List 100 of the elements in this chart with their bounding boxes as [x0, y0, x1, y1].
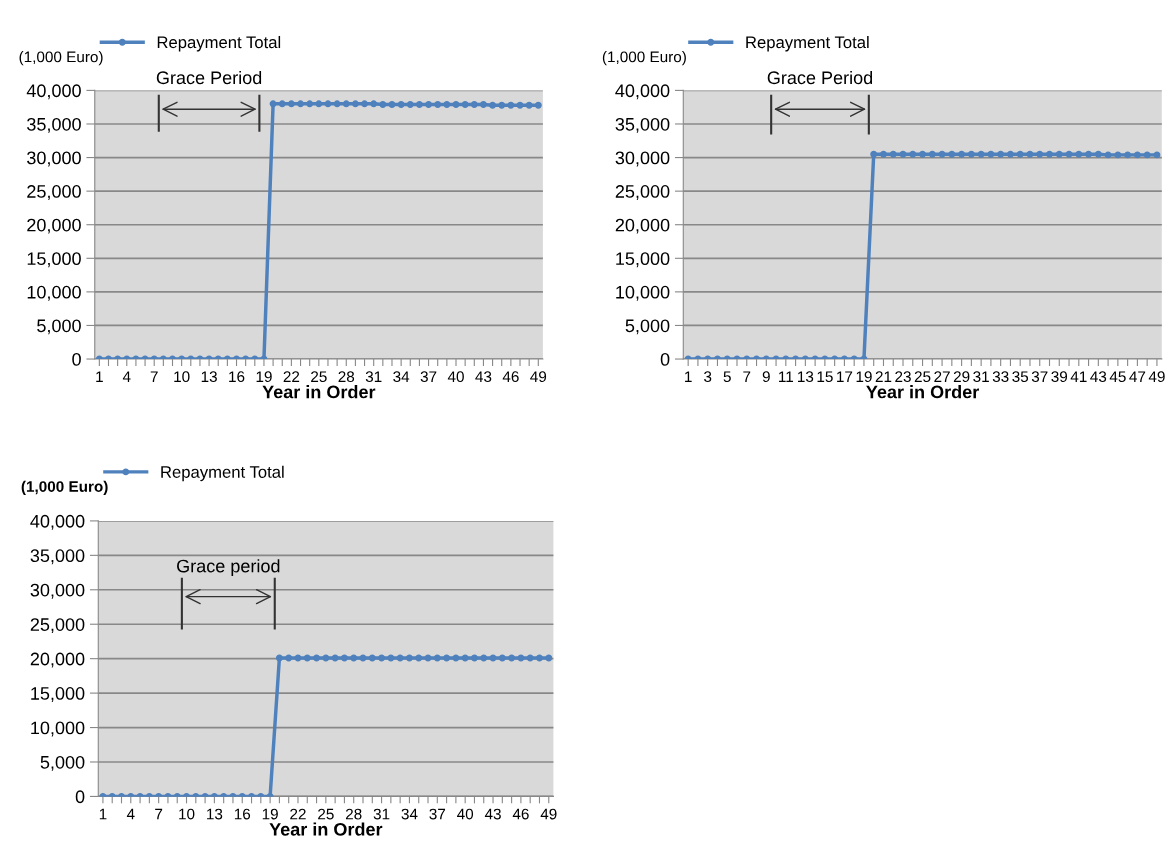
point	[958, 150, 966, 158]
y-tick-label: 35,000	[615, 117, 670, 133]
point	[909, 150, 917, 158]
x-tick-label: 7	[155, 808, 163, 820]
x-tick-label: 31	[373, 808, 390, 820]
y-tick-label: 0	[660, 352, 670, 366]
point	[379, 101, 387, 108]
point	[1133, 151, 1141, 159]
x-tick-label: 43	[484, 808, 501, 820]
point	[1114, 151, 1122, 159]
x-tick-label: 10	[174, 371, 190, 383]
x-tick-label: 1	[685, 371, 692, 382]
y-tick-label: 30,000	[27, 151, 81, 167]
point	[443, 101, 451, 108]
x-tick-label: 25	[318, 808, 334, 820]
x-tick-label: 28	[338, 371, 355, 383]
x-tick-label: 19	[262, 808, 278, 820]
x-tick-label: 23	[895, 371, 911, 383]
point	[1036, 150, 1044, 158]
point	[938, 150, 946, 158]
x-tick-label: 25	[914, 371, 931, 383]
point	[1153, 151, 1161, 159]
point	[333, 100, 341, 108]
x-tick-label: 15	[817, 371, 833, 383]
x-tick-label: 4	[122, 371, 131, 382]
point	[1026, 150, 1034, 158]
x-tick-label: 10	[179, 808, 195, 820]
point	[397, 101, 405, 108]
point	[928, 150, 936, 158]
point	[1094, 150, 1102, 158]
x-tick-label: 3	[704, 371, 712, 383]
point	[987, 150, 995, 158]
point	[415, 101, 423, 108]
point	[1085, 150, 1093, 158]
point	[461, 101, 469, 108]
point	[1046, 150, 1053, 158]
x-tick-label: 5	[723, 371, 731, 383]
x-tick-label: 31	[973, 371, 989, 383]
y-axis-title: (1,000 Euro)	[19, 51, 103, 66]
y-axis-title: (1,000 Euro)	[602, 51, 686, 66]
x-tick-label: 34	[393, 371, 410, 383]
point	[498, 101, 506, 109]
point	[1055, 150, 1063, 158]
y-tick-label: 10,000	[616, 285, 670, 301]
point	[287, 100, 295, 108]
x-tick-label: 4	[126, 808, 135, 820]
x-tick-label: 33	[992, 371, 1009, 383]
y-tick-label: 0	[75, 790, 85, 804]
x-tick-label: 13	[207, 808, 223, 820]
point	[278, 100, 286, 108]
point	[1016, 150, 1024, 158]
x-tick-label: 46	[502, 371, 519, 383]
point	[516, 101, 524, 109]
x-tick-label: 31	[365, 371, 382, 383]
x-tick-label: 16	[229, 371, 245, 383]
x-tick-label: 21	[875, 371, 892, 382]
point	[1006, 150, 1014, 158]
x-tick-label: 28	[345, 808, 362, 820]
x-axis-title: Year in Order	[269, 822, 383, 836]
y-tick-label: 20,000	[30, 652, 85, 668]
x-tick-label: 25	[311, 371, 327, 383]
x-tick-label: 7	[743, 371, 751, 382]
point	[370, 100, 378, 108]
point	[324, 100, 332, 108]
y-tick-label: 30,000	[30, 583, 85, 599]
point	[534, 101, 542, 109]
x-tick-label: 40	[447, 371, 464, 383]
y-tick-label: 35,000	[30, 549, 85, 565]
x-tick-label: 39	[1051, 371, 1068, 383]
point	[889, 150, 897, 158]
point	[342, 100, 350, 108]
x-tick-label: 22	[290, 808, 306, 820]
x-tick-label: 46	[512, 808, 529, 820]
point	[1065, 150, 1073, 158]
y-tick-label: 20,000	[615, 218, 670, 234]
x-tick-label: 49	[1148, 371, 1165, 383]
x-tick-label: 43	[1090, 371, 1107, 383]
x-tick-label: 13	[798, 371, 814, 383]
x-tick-label: 1	[96, 371, 103, 382]
x-tick-label: 29	[953, 371, 970, 383]
x-tick-label: 13	[201, 371, 217, 383]
point	[425, 101, 433, 108]
x-tick-label: 7	[150, 371, 158, 382]
y-tick-label: 15,000	[616, 252, 670, 268]
legend-label: Repayment Total	[746, 35, 869, 52]
point	[479, 101, 487, 108]
x-tick-label: 22	[283, 371, 300, 382]
x-tick-label: 9	[762, 371, 770, 383]
point	[507, 101, 515, 109]
point	[1104, 151, 1112, 159]
x-axis-title: Year in Order	[866, 385, 979, 399]
y-tick-label: 10,000	[31, 721, 85, 737]
y-axis-title: (1,000 Euro)	[21, 480, 108, 495]
point	[315, 100, 323, 108]
point	[997, 150, 1005, 158]
x-tick-label: 35	[1012, 371, 1029, 383]
x-tick-label: 27	[934, 371, 950, 382]
x-tick-label: 49	[530, 371, 547, 383]
x-tick-label: 19	[856, 371, 872, 383]
point	[525, 101, 533, 109]
